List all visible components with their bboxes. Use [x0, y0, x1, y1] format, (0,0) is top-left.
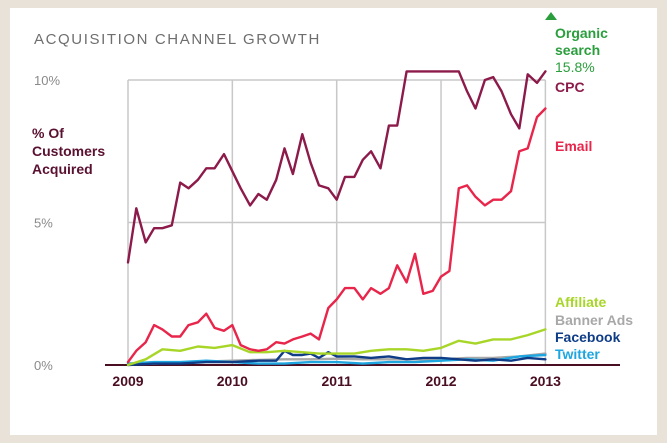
banner-ads-series-label: Banner Ads	[555, 312, 633, 328]
grid-lines	[105, 79, 620, 366]
cpc-line	[126, 70, 547, 264]
affiliate-series-label: Affiliate	[555, 294, 607, 310]
x-tick-label-2013: 2013	[530, 373, 561, 389]
y-tick-label-0: 0%	[34, 358, 53, 373]
x-tick-label-2012: 2012	[425, 373, 456, 389]
x-tick-label-2010: 2010	[217, 373, 248, 389]
y-axis-title-line-1: % Of	[32, 125, 64, 141]
y-tick-label-10: 10%	[34, 73, 60, 88]
chart-title: ACQUISITION CHANNEL GROWTH	[34, 31, 321, 48]
cpc-series-label: CPC	[555, 79, 585, 95]
organic-search-offscale-marker	[545, 12, 557, 20]
email-series-label: Email	[555, 138, 592, 154]
y-axis-title-line-2: Customers	[32, 143, 105, 159]
email-line	[126, 107, 547, 364]
acquisition-channel-chart: ACQUISITION CHANNEL GROWTH % Of Customer…	[32, 12, 633, 389]
organic-search-label-line-1: Organic	[555, 25, 608, 41]
twitter-series-label: Twitter	[555, 346, 600, 362]
facebook-series-label: Facebook	[555, 329, 621, 345]
x-tick-labels: 2009 2010 2011 2012 2013	[112, 373, 561, 389]
organic-search-value: 15.8%	[555, 59, 595, 75]
affiliate-line	[126, 328, 547, 367]
y-axis-title-line-3: Acquired	[32, 161, 93, 177]
organic-search-label-line-2: search	[555, 42, 600, 58]
chart-card: ACQUISITION CHANNEL GROWTH % Of Customer…	[10, 8, 657, 435]
x-tick-label-2011: 2011	[322, 373, 353, 389]
x-tick-label-2009: 2009	[112, 373, 143, 389]
y-tick-label-5: 5%	[34, 216, 53, 231]
series-lines	[126, 70, 547, 367]
y-tick-labels: 10% 5% 0%	[34, 73, 60, 373]
